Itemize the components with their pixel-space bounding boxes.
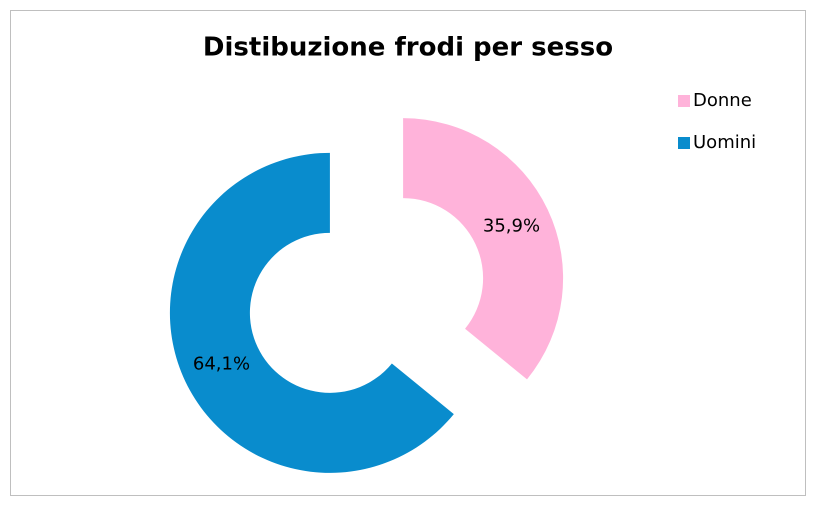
data-label: 35,9% bbox=[483, 216, 540, 237]
legend-swatch bbox=[678, 137, 690, 149]
donut-slice bbox=[169, 152, 454, 473]
legend-swatch bbox=[678, 95, 690, 107]
data-label: 64,1% bbox=[193, 353, 250, 374]
chart-title: Distibuzione frodi per sesso bbox=[203, 33, 613, 63]
legend-label: Uomini bbox=[693, 132, 756, 153]
donut-slice bbox=[403, 118, 564, 380]
legend-label: Donne bbox=[693, 90, 752, 111]
